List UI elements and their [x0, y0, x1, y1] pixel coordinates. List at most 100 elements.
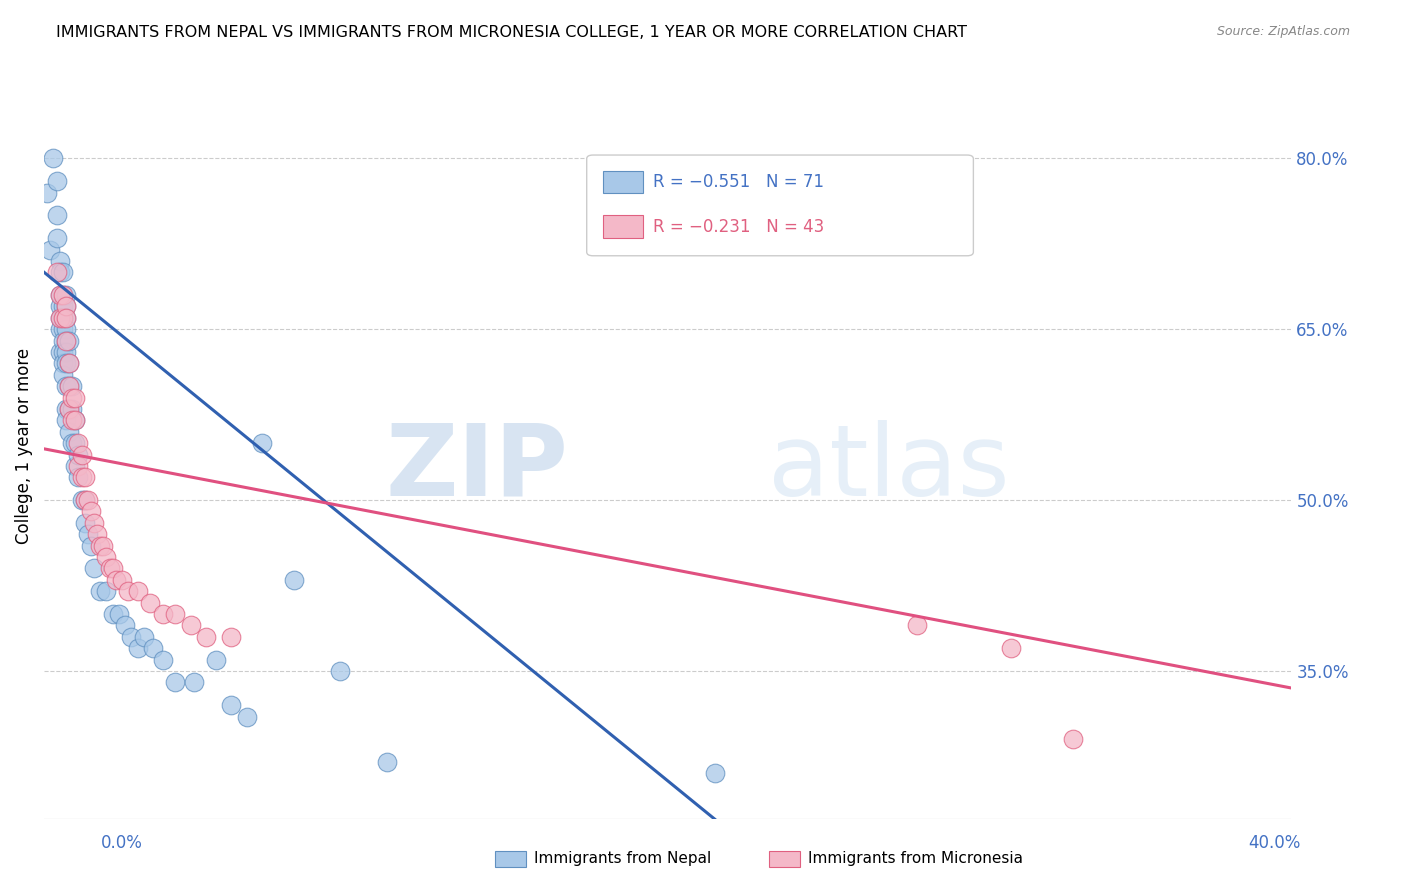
FancyBboxPatch shape — [495, 851, 526, 867]
Point — [45, 265, 67, 279]
Point — [152, 652, 174, 666]
Point — [55, 345, 77, 359]
Text: ZIP: ZIP — [385, 420, 568, 516]
Text: 0.0%: 0.0% — [101, 834, 143, 852]
Point — [58, 402, 80, 417]
Point — [76, 527, 98, 541]
Point — [101, 561, 124, 575]
Point — [89, 584, 111, 599]
Point — [70, 493, 93, 508]
Point — [60, 402, 83, 417]
Point — [127, 641, 149, 656]
Point — [55, 322, 77, 336]
Point — [195, 630, 218, 644]
FancyBboxPatch shape — [586, 155, 973, 256]
Text: Immigrants from Micronesia: Immigrants from Micronesia — [808, 851, 1024, 865]
Point — [65, 436, 87, 450]
Point — [58, 356, 80, 370]
Point — [55, 334, 77, 348]
Point — [52, 368, 75, 382]
Point — [48, 254, 70, 268]
Point — [52, 300, 75, 314]
Point — [73, 493, 96, 508]
Point — [45, 208, 67, 222]
Point — [52, 288, 75, 302]
Point — [104, 573, 127, 587]
Point — [55, 413, 77, 427]
Point — [58, 379, 80, 393]
Point — [89, 539, 111, 553]
Point — [55, 300, 77, 314]
FancyBboxPatch shape — [603, 216, 643, 238]
Point — [60, 436, 83, 450]
Point — [48, 288, 70, 302]
Text: R = −0.551   N = 71: R = −0.551 N = 71 — [652, 173, 824, 191]
Point — [45, 174, 67, 188]
Point — [83, 516, 105, 530]
Point — [127, 584, 149, 599]
Point — [48, 345, 70, 359]
Point — [60, 379, 83, 393]
Point — [73, 516, 96, 530]
Point — [42, 152, 65, 166]
Point — [98, 561, 121, 575]
Point — [117, 584, 139, 599]
Point — [219, 630, 242, 644]
Point — [55, 288, 77, 302]
Point — [48, 288, 70, 302]
Point — [52, 334, 75, 348]
Text: atlas: atlas — [768, 420, 1010, 516]
Point — [60, 391, 83, 405]
Point — [1062, 732, 1084, 747]
Point — [48, 310, 70, 325]
Point — [65, 413, 87, 427]
Point — [96, 584, 118, 599]
Point — [52, 322, 75, 336]
Point — [132, 630, 155, 644]
Point — [375, 755, 398, 769]
Point — [67, 436, 90, 450]
Point — [219, 698, 242, 712]
Point — [329, 664, 352, 678]
Point — [101, 607, 124, 621]
Point — [73, 493, 96, 508]
Point — [142, 641, 165, 656]
Point — [52, 265, 75, 279]
Point — [96, 549, 118, 564]
Point — [65, 458, 87, 473]
Point — [83, 561, 105, 575]
Text: Immigrants from Nepal: Immigrants from Nepal — [534, 851, 711, 865]
Text: 40.0%: 40.0% — [1249, 834, 1301, 852]
Point — [55, 310, 77, 325]
Point — [204, 652, 226, 666]
Point — [111, 573, 134, 587]
Point — [165, 675, 187, 690]
Text: R = −0.231   N = 43: R = −0.231 N = 43 — [652, 218, 824, 235]
FancyBboxPatch shape — [603, 170, 643, 193]
Point — [48, 310, 70, 325]
Point — [65, 391, 87, 405]
Point — [180, 618, 202, 632]
Point — [93, 539, 115, 553]
Point — [152, 607, 174, 621]
Point — [114, 618, 136, 632]
Point — [58, 379, 80, 393]
Point — [55, 310, 77, 325]
Point — [45, 231, 67, 245]
Point — [58, 334, 80, 348]
Text: IMMIGRANTS FROM NEPAL VS IMMIGRANTS FROM MICRONESIA COLLEGE, 1 YEAR OR MORE CORR: IMMIGRANTS FROM NEPAL VS IMMIGRANTS FROM… — [56, 25, 967, 40]
Point — [86, 527, 108, 541]
Point — [48, 300, 70, 314]
FancyBboxPatch shape — [769, 851, 800, 867]
Point — [80, 504, 103, 518]
Point — [80, 539, 103, 553]
Point — [58, 402, 80, 417]
Point — [1000, 641, 1022, 656]
Point — [70, 470, 93, 484]
Point — [60, 413, 83, 427]
Point — [139, 596, 162, 610]
Point — [252, 436, 274, 450]
Point — [76, 493, 98, 508]
Point — [52, 356, 75, 370]
Point — [67, 448, 90, 462]
